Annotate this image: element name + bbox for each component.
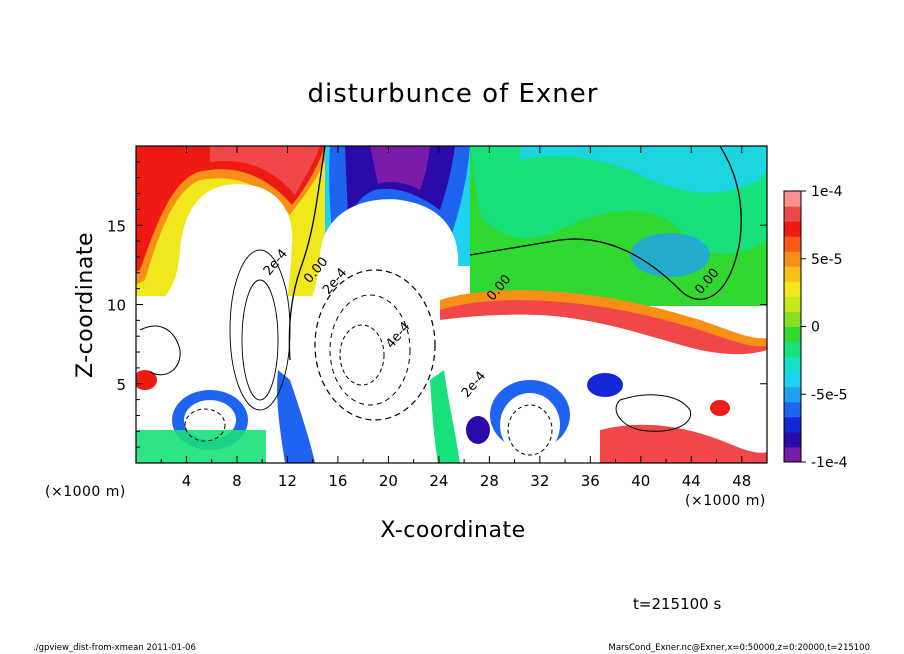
y-tick-label: 5 — [116, 376, 126, 394]
x-axis-unit-left: (×1000 m) — [45, 484, 126, 500]
colorbar-label: -5e-5 — [811, 387, 848, 403]
heatmap-field — [136, 146, 767, 463]
y-axis-label: Z-coordinate — [73, 232, 98, 378]
y-axis: 5 10 15 — [107, 161, 767, 448]
colorbar — [783, 190, 802, 463]
colorbar-swatch — [784, 236, 801, 252]
footer-right: MarsCond_Exner.nc@Exner,x=0:50000,z=0:20… — [608, 643, 870, 653]
contour-lines — [139, 146, 742, 456]
colorbar-swatch — [784, 401, 801, 418]
colorbar-label: -1e-4 — [811, 455, 848, 471]
chart-title: disturbunce of Exner — [308, 79, 599, 109]
x-tick-label: 44 — [682, 472, 701, 490]
colorbar-label: 5e-5 — [811, 252, 842, 268]
x-tick-label: 28 — [480, 472, 499, 490]
x-tick-label: 8 — [232, 472, 242, 490]
colorbar-swatch — [784, 356, 801, 373]
colorbar-swatch — [784, 446, 801, 463]
colorbar-swatch — [784, 416, 801, 433]
y-tick-label: 10 — [107, 297, 126, 315]
colorbar-swatch — [784, 221, 801, 237]
colorbar-label: 1e-4 — [811, 184, 843, 200]
colorbar-swatch — [784, 296, 801, 312]
colorbar-swatch — [784, 206, 801, 222]
colorbar-swatch — [784, 311, 801, 327]
x-tick-label: 12 — [278, 472, 297, 490]
x-tick-label: 36 — [581, 472, 600, 490]
x-tick-label: 32 — [530, 472, 549, 490]
footer-left: ./gpview_dist-from-xmean 2011-01-06 — [33, 643, 196, 653]
colorbar-swatch — [784, 386, 801, 403]
colorbar-swatch — [784, 281, 801, 297]
x-tick-label: 16 — [328, 472, 347, 490]
x-tick-label: 40 — [631, 472, 650, 490]
x-tick-label: 48 — [732, 472, 751, 490]
x-axis-unit-right: (×1000 m) — [685, 493, 766, 509]
colorbar-swatch — [784, 326, 801, 343]
x-tick-label: 24 — [429, 472, 448, 490]
colorbar-swatch — [784, 371, 801, 388]
x-tick-label: 4 — [182, 472, 192, 490]
colorbar-swatch — [784, 251, 801, 267]
colorbar-labels: 1e-4 5e-5 0 -5e-5 -1e-4 — [801, 184, 848, 471]
colorbar-swatch — [784, 341, 801, 358]
colorbar-swatch — [784, 191, 801, 207]
x-tick-label: 20 — [379, 472, 398, 490]
time-annotation: t=215100 s — [633, 595, 721, 613]
colorbar-swatch — [784, 266, 801, 282]
colorbar-label: 0 — [811, 320, 820, 336]
x-axis-label: X-coordinate — [380, 518, 525, 543]
colorbar-swatch — [784, 431, 801, 448]
y-tick-label: 15 — [107, 217, 126, 235]
x-axis: 4 8 12 16 20 24 28 32 36 40 44 48 — [160, 146, 751, 490]
